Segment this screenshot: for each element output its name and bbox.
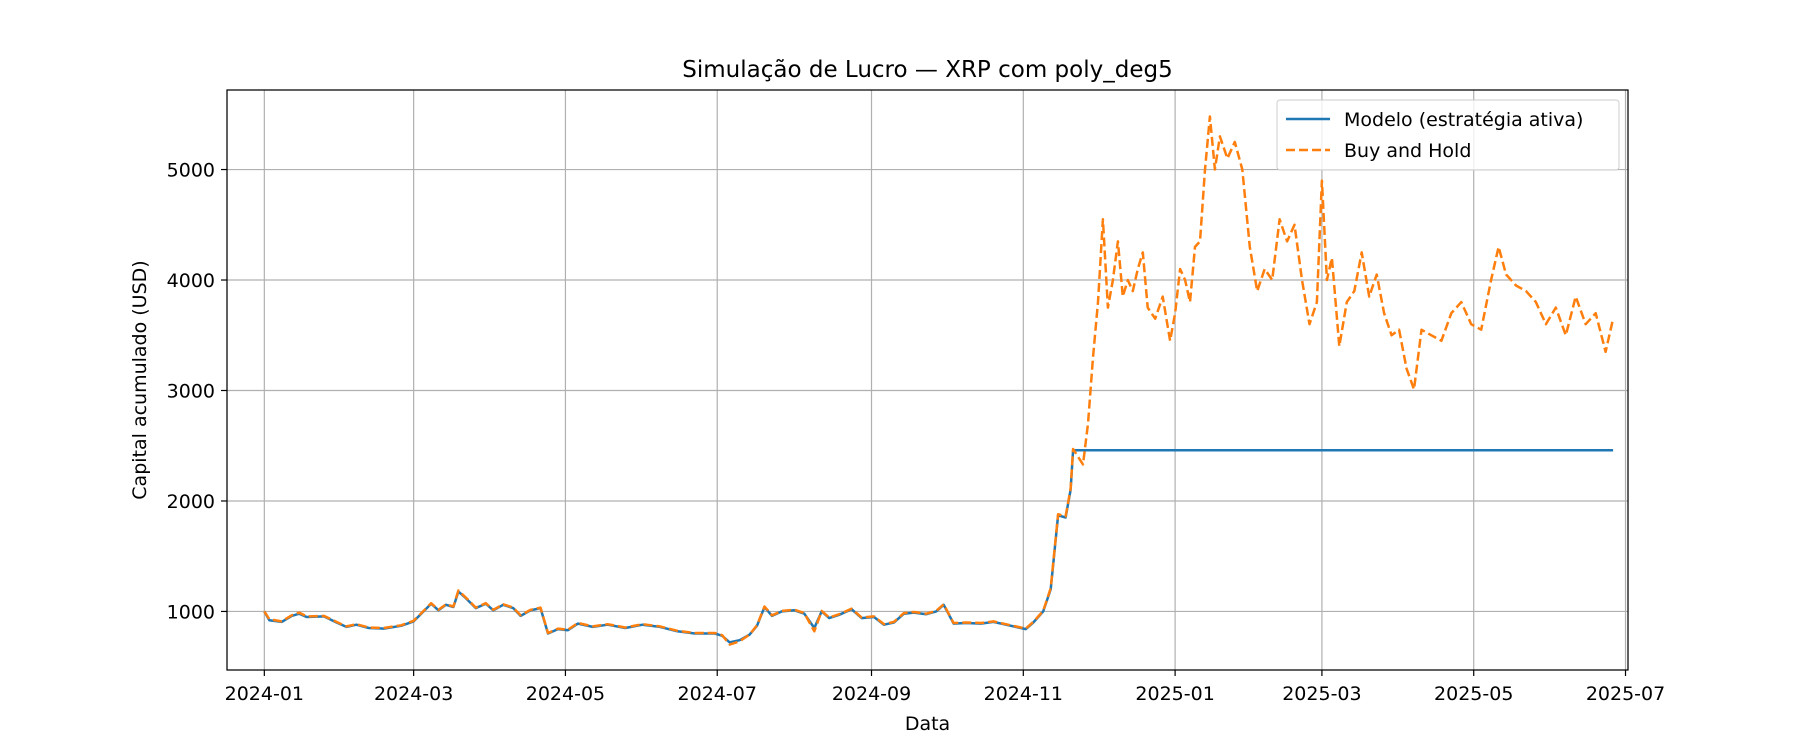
y-tick-label: 4000 xyxy=(167,270,215,292)
y-tick-label: 3000 xyxy=(167,380,215,402)
x-tick-label: 2024-11 xyxy=(984,683,1063,705)
legend-label-modelo: Modelo (estratégia ativa) xyxy=(1344,109,1583,131)
legend-box xyxy=(1276,99,1620,171)
y-tick-label: 1000 xyxy=(167,601,215,623)
y-tick-label: 2000 xyxy=(167,491,215,513)
x-tick-label: 2024-07 xyxy=(678,683,757,705)
x-tick-label: 2024-03 xyxy=(374,683,453,705)
x-tick-label: 2024-09 xyxy=(832,683,911,705)
legend: Modelo (estratégia ativa) Buy and Hold xyxy=(1276,99,1620,171)
plot-frame xyxy=(226,89,1629,671)
x-tick-label: 2024-05 xyxy=(526,683,605,705)
chart-title: Simulação de Lucro — XRP com poly_deg5 xyxy=(682,57,1172,83)
x-tick-label: 2024-01 xyxy=(225,683,304,705)
axis-ticks: 2024-01 2024-03 2024-05 2024-07 2024-09 2024-… xyxy=(167,160,1666,705)
series-line-buy-and-hold xyxy=(263,115,1615,646)
x-tick-label: 2025-01 xyxy=(1135,683,1214,705)
x-tick-label: 2025-03 xyxy=(1282,683,1361,705)
y-axis-label: Capital acumulado (USD) xyxy=(129,260,151,499)
x-axis-label: Data xyxy=(905,713,950,735)
x-tick-label: 2025-07 xyxy=(1586,683,1665,705)
legend-label-buy-and-hold: Buy and Hold xyxy=(1344,140,1471,162)
x-tick-label: 2025-05 xyxy=(1434,683,1513,705)
y-tick-label: 5000 xyxy=(167,160,215,182)
series-layer xyxy=(263,115,1615,646)
